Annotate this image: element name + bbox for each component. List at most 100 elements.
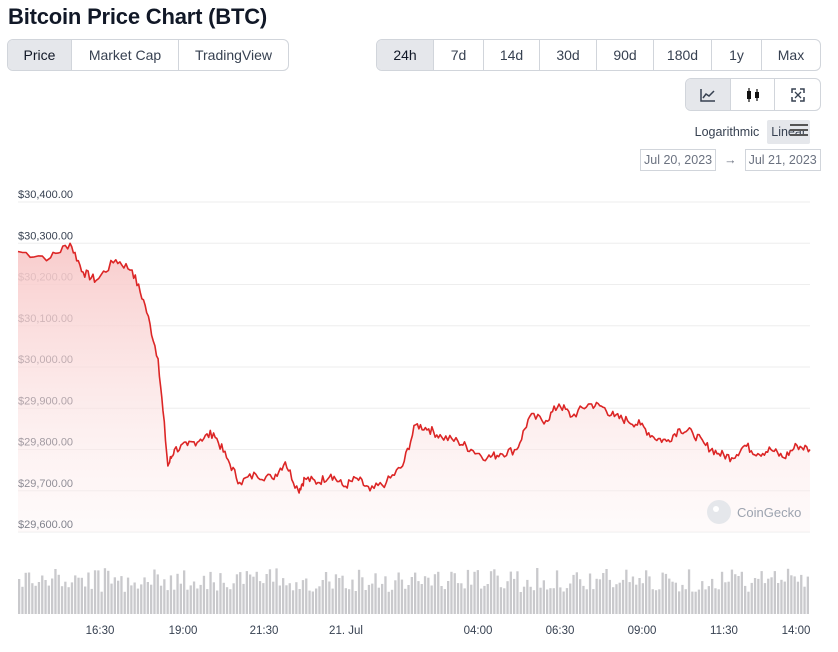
range-24h[interactable]: 24h [377, 40, 434, 70]
y-tick-label: $30,300.00 [18, 230, 73, 242]
volume-bar [18, 579, 21, 614]
volume-bar [357, 569, 361, 614]
candlestick-view-button[interactable] [731, 79, 776, 110]
volume-bar [265, 574, 268, 614]
volume-bar [658, 589, 661, 614]
volume-bar [166, 590, 169, 614]
volume-bar [268, 569, 272, 614]
volume-bar [404, 588, 407, 614]
volume-bar [503, 588, 506, 614]
range-1y[interactable]: 1y [712, 40, 762, 70]
volume-bar [598, 579, 602, 614]
volume-bar [476, 570, 479, 614]
tab-tradingview[interactable]: TradingView [194, 47, 273, 63]
volume-bar [377, 587, 380, 614]
x-tick-label: 21:30 [250, 625, 279, 637]
range-90d[interactable]: 90d [597, 40, 654, 70]
volume-bar [169, 575, 173, 614]
volume-bar [334, 574, 338, 614]
volume-bar [51, 578, 54, 614]
x-tick-label: 06:30 [546, 625, 575, 637]
coingecko-logo-icon [707, 500, 731, 524]
volume-bar [282, 578, 285, 614]
price-line [17, 242, 811, 494]
volume-bar [229, 589, 232, 614]
volume-bar [730, 569, 734, 614]
volume-bar [806, 576, 809, 614]
volume-bar [64, 581, 67, 614]
volume-bar [397, 572, 400, 614]
volume-bar [324, 572, 328, 614]
date-to-input[interactable]: Jul 21, 2023 [744, 149, 821, 171]
volume-bar [21, 586, 24, 614]
volume-bar [295, 582, 298, 614]
volume-bar [654, 590, 658, 614]
volume-bar [678, 591, 681, 614]
volume-bar [526, 579, 529, 614]
volume-bar [245, 571, 248, 614]
volume-bar [625, 569, 628, 614]
volume-bar [54, 569, 57, 614]
volume-bar [143, 577, 146, 614]
volume-bar [381, 583, 384, 614]
menu-icon[interactable] [790, 124, 808, 138]
volume-bar [390, 589, 394, 614]
volume-bar [684, 589, 687, 614]
volume-bar [159, 585, 163, 614]
volume-bar [621, 579, 625, 614]
date-from-input[interactable]: Jul 20, 2023 [640, 149, 717, 171]
volume-bar [371, 583, 374, 614]
volume-bar [219, 573, 222, 614]
volume-bar [123, 591, 126, 614]
volume-bar [140, 584, 143, 614]
volume-bar [150, 584, 153, 614]
volume-bar [113, 577, 116, 614]
scale-logarithmic[interactable]: Logarithmic [694, 125, 760, 139]
range-30d[interactable]: 30d [540, 40, 597, 70]
volume-bar [34, 585, 37, 614]
volume-bar [569, 583, 572, 614]
volume-bar [529, 586, 532, 614]
line-chart-icon [700, 88, 715, 102]
volume-bar [305, 578, 308, 614]
volume-bar [176, 573, 179, 614]
volume-bar [308, 590, 311, 614]
volume-bar [423, 576, 427, 614]
volume-bar [714, 588, 717, 614]
volume-bar [57, 574, 60, 614]
volume-bar [506, 581, 509, 614]
candlestick-icon [746, 87, 759, 102]
range-7d[interactable]: 7d [434, 40, 484, 70]
volume-bar [179, 583, 182, 614]
volume-bar [433, 574, 437, 614]
line-view-button[interactable] [686, 79, 731, 110]
volume-bar [70, 582, 74, 614]
tab-market-cap[interactable]: Market Cap [72, 40, 179, 70]
volume-bar [31, 583, 34, 614]
volume-bar [546, 589, 549, 614]
volume-bar [800, 574, 803, 614]
range-14d[interactable]: 14d [484, 40, 540, 70]
range-180d[interactable]: 180d [654, 40, 712, 70]
volume-bar [681, 584, 684, 614]
volume-bar [595, 578, 598, 614]
volume-bar [470, 584, 473, 614]
volume-bar [651, 589, 654, 614]
volume-bar [364, 590, 367, 614]
volume-bar [146, 582, 149, 614]
volume-bar [687, 569, 691, 614]
volume-bar [717, 589, 720, 614]
fullscreen-button[interactable] [775, 79, 820, 110]
volume-bar [417, 581, 420, 614]
volume-bar [153, 569, 156, 614]
x-tick-label: 11:30 [710, 625, 738, 637]
volume-bar [737, 576, 740, 614]
volume-bar [407, 585, 410, 614]
tab-price[interactable]: Price [8, 40, 72, 70]
range-max[interactable]: Max [777, 47, 805, 63]
volume-bar [539, 587, 542, 614]
volume-bar [232, 583, 235, 614]
volume-bar [331, 588, 334, 614]
volume-bar [635, 584, 638, 614]
